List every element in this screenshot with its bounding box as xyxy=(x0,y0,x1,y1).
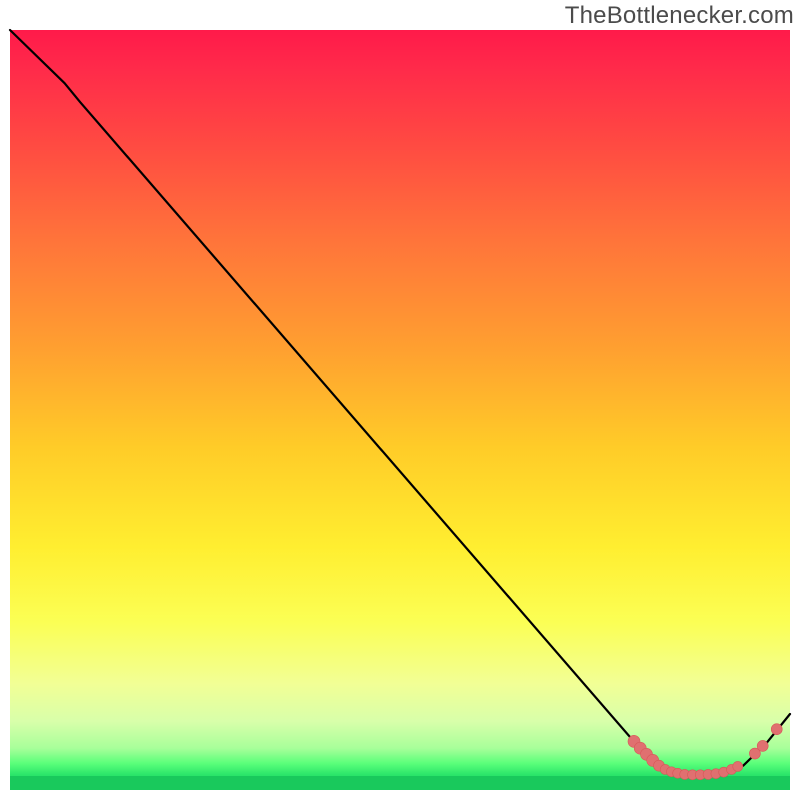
plot-background xyxy=(10,30,790,790)
curve-marker xyxy=(757,740,768,751)
watermark-text: TheBottlenecker.com xyxy=(565,2,794,30)
chart-container: TheBottlenecker.com xyxy=(0,0,800,800)
bottleneck-curve-plot xyxy=(0,0,800,800)
plot-bottom-band xyxy=(10,776,790,790)
curve-marker xyxy=(733,761,743,771)
curve-marker xyxy=(771,724,782,735)
